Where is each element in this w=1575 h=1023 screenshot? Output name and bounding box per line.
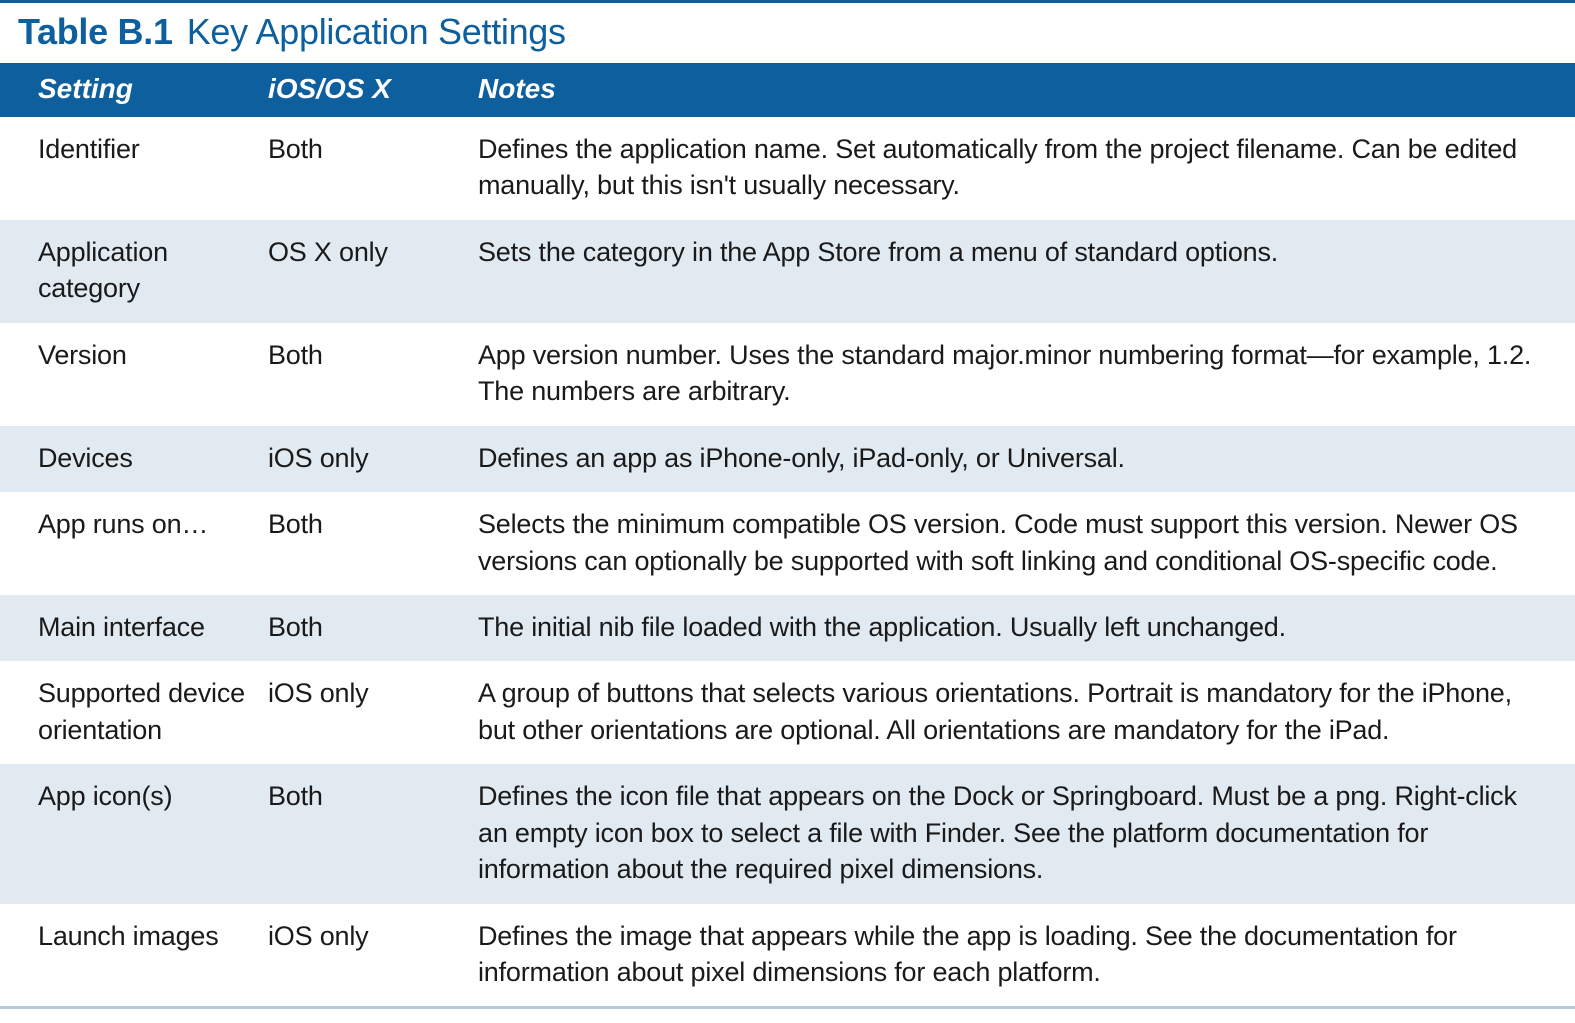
table-row: Supported device orientationiOS onlyA gr… — [0, 661, 1575, 764]
table-cell: Supported device orientation — [0, 675, 268, 748]
table-cell: Defines the icon file that appears on th… — [478, 778, 1575, 887]
table-cell: App icon(s) — [0, 778, 268, 887]
column-header-notes: Notes — [478, 73, 1575, 105]
table-cell: Version — [0, 337, 268, 410]
table-title-bar: Table B.1 Key Application Settings — [0, 3, 1575, 63]
table-bottom-rule — [0, 1006, 1575, 1009]
table-cell: Identifier — [0, 131, 268, 204]
table-cell: App runs on… — [0, 506, 268, 579]
table-cell: iOS only — [268, 675, 478, 748]
table-cell: Both — [268, 131, 478, 204]
table-cell: Both — [268, 609, 478, 645]
table-cell: App version number. Uses the standard ma… — [478, 337, 1575, 410]
table-cell: A group of buttons that selects various … — [478, 675, 1575, 748]
table-cell: The initial nib file loaded with the app… — [478, 609, 1575, 645]
table-cell: Selects the minimum compatible OS versio… — [478, 506, 1575, 579]
table-row: VersionBothApp version number. Uses the … — [0, 323, 1575, 426]
column-header-setting: Setting — [0, 73, 268, 105]
table-body: IdentifierBothDefines the application na… — [0, 117, 1575, 1006]
table-cell: Defines the image that appears while the… — [478, 918, 1575, 991]
table-row: Application categoryOS X onlySets the ca… — [0, 220, 1575, 323]
table-cell: Application category — [0, 234, 268, 307]
table-cell: Both — [268, 506, 478, 579]
table-cell: iOS only — [268, 440, 478, 476]
table-container: Table B.1 Key Application Settings Setti… — [0, 0, 1575, 1009]
table-row: Main interfaceBothThe initial nib file l… — [0, 595, 1575, 661]
table-row: App icon(s)BothDefines the icon file tha… — [0, 764, 1575, 903]
table-cell: Both — [268, 337, 478, 410]
table-row: IdentifierBothDefines the application na… — [0, 117, 1575, 220]
table-cell: Main interface — [0, 609, 268, 645]
table-cell: OS X only — [268, 234, 478, 307]
table-row: Launch imagesiOS onlyDefines the image t… — [0, 904, 1575, 1007]
table-header-row: Setting iOS/OS X Notes — [0, 63, 1575, 117]
table-cell: Defines the application name. Set automa… — [478, 131, 1575, 204]
table-cell: Defines an app as iPhone-only, iPad-only… — [478, 440, 1575, 476]
table-cell: Launch images — [0, 918, 268, 991]
table-row: App runs on…BothSelects the minimum comp… — [0, 492, 1575, 595]
table-caption: Key Application Settings — [187, 11, 566, 53]
table-label: Table B.1 — [18, 11, 173, 53]
column-header-platform: iOS/OS X — [268, 73, 478, 105]
table-cell: Both — [268, 778, 478, 887]
table-cell: iOS only — [268, 918, 478, 991]
table-cell: Sets the category in the App Store from … — [478, 234, 1575, 307]
table-cell: Devices — [0, 440, 268, 476]
table-row: DevicesiOS onlyDefines an app as iPhone-… — [0, 426, 1575, 492]
